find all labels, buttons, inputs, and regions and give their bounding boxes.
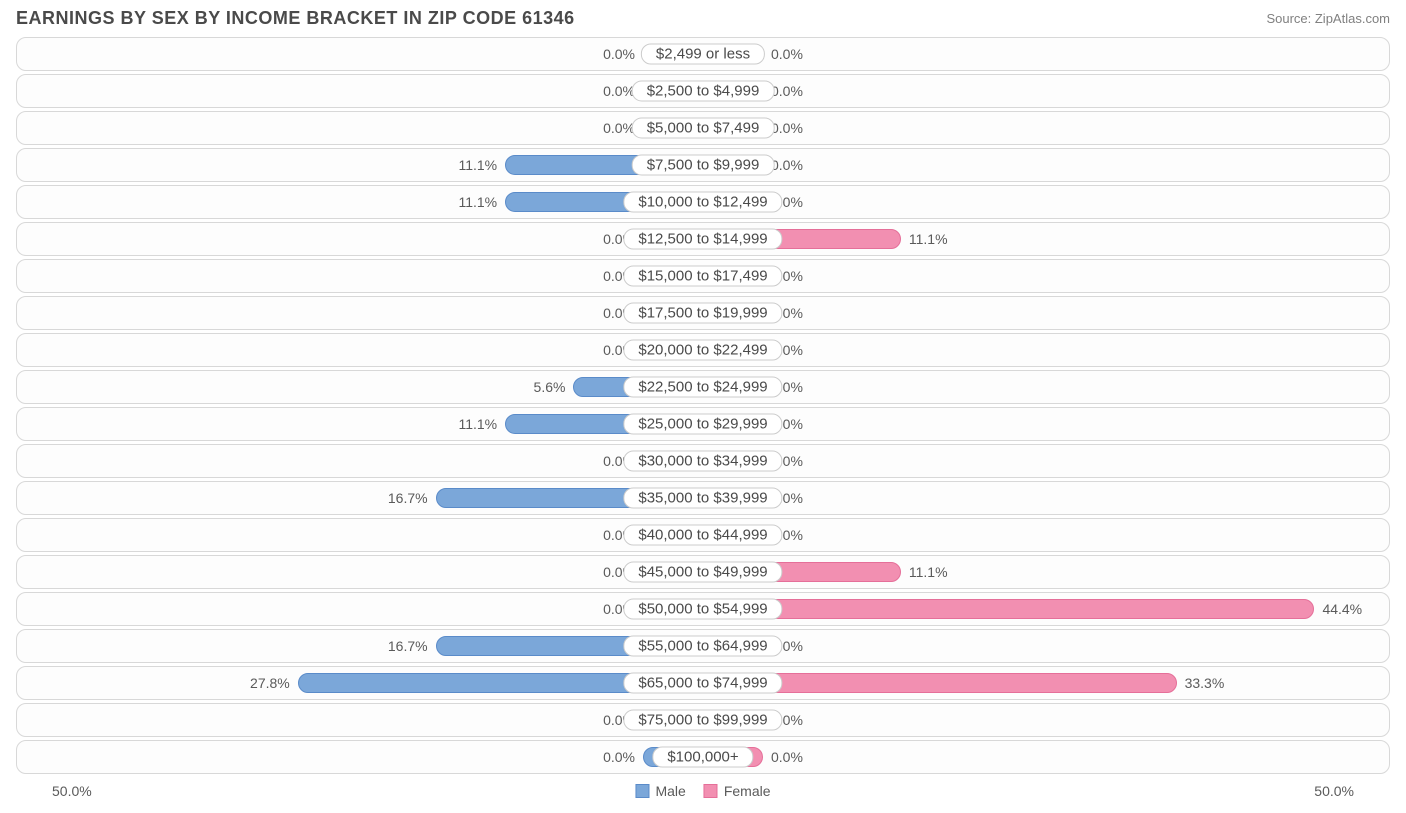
- female-value-label: 11.1%: [909, 231, 948, 247]
- category-label: $100,000+: [652, 747, 753, 768]
- category-label: $55,000 to $64,999: [623, 636, 782, 657]
- chart-row: 0.0% 0.0%$2,500 to $4,999: [16, 74, 1390, 108]
- category-label: $7,500 to $9,999: [632, 155, 775, 176]
- category-label: $40,000 to $44,999: [623, 525, 782, 546]
- chart-row: 0.0% 0.0%$5,000 to $7,499: [16, 111, 1390, 145]
- category-label: $75,000 to $99,999: [623, 710, 782, 731]
- category-label: $25,000 to $29,999: [623, 414, 782, 435]
- chart-footer: 50.0% Male Female 50.0%: [0, 777, 1406, 807]
- male-swatch-icon: [635, 784, 649, 798]
- legend-female-label: Female: [724, 783, 771, 799]
- male-value-label: 11.1%: [458, 194, 497, 210]
- female-value-label: 0.0%: [771, 46, 803, 62]
- chart-row: 0.0%0.0%$15,000 to $17,499: [16, 259, 1390, 293]
- male-value-label: 0.0%: [603, 120, 635, 136]
- category-label: $50,000 to $54,999: [623, 599, 782, 620]
- axis-label-right: 50.0%: [1314, 783, 1354, 799]
- female-value-label: 44.4%: [1322, 601, 1362, 617]
- female-bar: [703, 599, 1314, 619]
- female-value-label: 0.0%: [771, 157, 803, 173]
- category-label: $5,000 to $7,499: [632, 118, 775, 139]
- chart-row: 0.0%0.0%$30,000 to $34,999: [16, 444, 1390, 478]
- female-value-label: 11.1%: [909, 564, 948, 580]
- category-label: $2,499 or less: [641, 44, 765, 65]
- chart-row: 27.8% 33.3% $65,000 to $74,999: [16, 666, 1390, 700]
- male-value-label: 0.0%: [603, 46, 635, 62]
- chart-row: 11.1%0.0%$10,000 to $12,499: [16, 185, 1390, 219]
- legend-female: Female: [704, 783, 771, 799]
- chart-area: 0.0%0.0%$2,499 or less0.0%0.0%$2,500 to …: [0, 33, 1406, 774]
- chart-row: 11.1% 0.0%$7,500 to $9,999: [16, 148, 1390, 182]
- category-label: $2,500 to $4,999: [632, 81, 775, 102]
- female-value-label: 33.3%: [1185, 675, 1225, 691]
- female-value-label: 0.0%: [771, 83, 803, 99]
- chart-row: 0.0%44.4%$50,000 to $54,999: [16, 592, 1390, 626]
- category-label: $45,000 to $49,999: [623, 562, 782, 583]
- chart-row: 0.0%11.1%$45,000 to $49,999: [16, 555, 1390, 589]
- male-value-label: 16.7%: [388, 490, 428, 506]
- chart-row: 5.6%0.0%$22,500 to $24,999: [16, 370, 1390, 404]
- female-value-label: 0.0%: [771, 749, 803, 765]
- female-swatch-icon: [704, 784, 718, 798]
- category-label: $35,000 to $39,999: [623, 488, 782, 509]
- chart-row: 16.7%0.0%$55,000 to $64,999: [16, 629, 1390, 663]
- male-value-label: 5.6%: [534, 379, 566, 395]
- chart-row: 11.1%0.0%$25,000 to $29,999: [16, 407, 1390, 441]
- chart-source: Source: ZipAtlas.com: [1266, 11, 1390, 26]
- category-label: $12,500 to $14,999: [623, 229, 782, 250]
- axis-label-left: 50.0%: [52, 783, 92, 799]
- chart-row: 0.0% 0.0% $2,499 or less: [16, 37, 1390, 71]
- chart-row: 0.0%0.0%$75,000 to $99,999: [16, 703, 1390, 737]
- category-label: $65,000 to $74,999: [623, 673, 782, 694]
- category-label: $20,000 to $22,499: [623, 340, 782, 361]
- male-value-label: 16.7%: [388, 638, 428, 654]
- legend-male: Male: [635, 783, 685, 799]
- chart-row: 0.0%0.0%$17,500 to $19,999: [16, 296, 1390, 330]
- chart-row: 0.0%0.0%$40,000 to $44,999: [16, 518, 1390, 552]
- chart-legend: Male Female: [635, 783, 770, 799]
- category-label: $15,000 to $17,499: [623, 266, 782, 287]
- male-value-label: 11.1%: [458, 157, 497, 173]
- chart-row: 0.0%11.1%$12,500 to $14,999: [16, 222, 1390, 256]
- legend-male-label: Male: [655, 783, 685, 799]
- category-label: $10,000 to $12,499: [623, 192, 782, 213]
- chart-row: 0.0% 0.0% $100,000+: [16, 740, 1390, 774]
- male-value-label: 27.8%: [250, 675, 290, 691]
- chart-row: 0.0%0.0%$20,000 to $22,499: [16, 333, 1390, 367]
- category-label: $30,000 to $34,999: [623, 451, 782, 472]
- male-value-label: 0.0%: [603, 749, 635, 765]
- male-value-label: 11.1%: [458, 416, 497, 432]
- chart-row: 16.7%0.0%$35,000 to $39,999: [16, 481, 1390, 515]
- male-value-label: 0.0%: [603, 83, 635, 99]
- chart-header: EARNINGS BY SEX BY INCOME BRACKET IN ZIP…: [0, 0, 1406, 33]
- female-value-label: 0.0%: [771, 120, 803, 136]
- chart-title: EARNINGS BY SEX BY INCOME BRACKET IN ZIP…: [16, 8, 575, 29]
- category-label: $22,500 to $24,999: [623, 377, 782, 398]
- category-label: $17,500 to $19,999: [623, 303, 782, 324]
